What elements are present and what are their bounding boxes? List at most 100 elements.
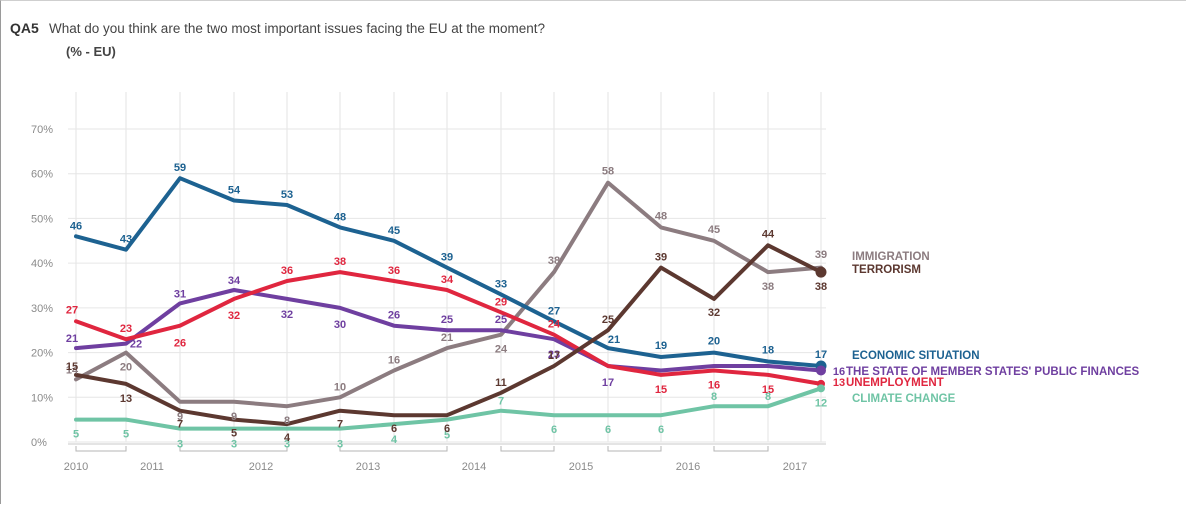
data-label: 25 xyxy=(441,314,453,326)
data-label: 19 xyxy=(655,340,667,352)
series-end-marker xyxy=(817,384,825,393)
y-tick-label: 30% xyxy=(31,303,53,315)
data-label: 34 xyxy=(441,274,454,286)
data-label: 20 xyxy=(708,336,720,348)
data-label: 3 xyxy=(177,439,183,451)
x-tick-label: 2017 xyxy=(783,461,807,473)
data-label: 17 xyxy=(815,349,827,361)
data-label: 24 xyxy=(495,344,508,356)
data-label: 45 xyxy=(388,225,400,237)
data-label: 8 xyxy=(711,391,717,403)
year-bracket xyxy=(75,446,127,452)
data-label: 59 xyxy=(174,162,186,174)
series-line-the-state-of-member-states-public-finances xyxy=(74,288,823,373)
legend-entry: IMMIGRATION xyxy=(852,251,930,263)
data-label: 8 xyxy=(765,391,771,403)
x-tick-label: 2011 xyxy=(140,461,164,473)
data-label: 58 xyxy=(602,166,614,178)
x-tick-label: 2010 xyxy=(64,461,88,473)
y-tick-label: 40% xyxy=(31,258,53,270)
data-label: 33 xyxy=(495,278,507,290)
data-label: 4 xyxy=(391,434,398,446)
data-label: 23 xyxy=(120,323,132,335)
legend-entry: CLIMATE CHANGE xyxy=(852,393,956,405)
year-bracket xyxy=(607,446,662,452)
x-tick-label: 2013 xyxy=(356,461,380,473)
question-code: QA5 xyxy=(10,20,39,36)
year-bracket xyxy=(713,446,769,452)
data-label: 15 xyxy=(66,361,78,373)
data-label: 30 xyxy=(334,319,346,331)
data-label: 3 xyxy=(337,439,343,451)
data-label: 25 xyxy=(495,314,507,326)
data-label: 25 xyxy=(602,314,614,326)
data-label: 20 xyxy=(120,362,132,374)
data-label: 17 xyxy=(548,350,560,362)
data-label: 21 xyxy=(441,332,453,344)
data-label: 32 xyxy=(228,310,240,322)
data-label: 21 xyxy=(66,333,78,345)
data-label: 23 xyxy=(548,349,560,361)
data-label: 7 xyxy=(337,419,343,431)
data-label: 17 xyxy=(602,377,614,389)
series-end-marker xyxy=(816,365,826,376)
data-label: 45 xyxy=(708,224,720,236)
x-tick-label: 2015 xyxy=(569,461,593,473)
data-label-final: 39 xyxy=(815,249,827,261)
legend-entry: THE STATE OF MEMBER STATES' PUBLIC FINAN… xyxy=(846,366,1140,378)
y-tick-label: 0% xyxy=(31,437,47,449)
year-bracket xyxy=(339,446,448,452)
data-label: 5 xyxy=(73,429,79,441)
legend-entry: UNEMPLOYMENT xyxy=(846,377,944,389)
data-label: 9 xyxy=(231,411,237,423)
series-end-marker xyxy=(815,266,827,278)
data-label: 13 xyxy=(120,393,132,405)
data-label: 15 xyxy=(762,384,774,396)
data-label: 54 xyxy=(228,185,241,197)
data-label: 4 xyxy=(284,432,291,444)
y-tick-label: 50% xyxy=(31,213,53,225)
data-label: 39 xyxy=(441,252,453,264)
legend-entry: TERRORISM xyxy=(852,264,921,276)
data-label: 44 xyxy=(762,228,775,240)
year-bracket xyxy=(500,446,555,452)
data-label: 6 xyxy=(658,424,664,436)
data-label: 34 xyxy=(228,275,241,287)
data-label: 6 xyxy=(444,423,450,435)
y-tick-label: 20% xyxy=(31,348,53,360)
data-label: 10 xyxy=(334,381,346,393)
data-label: 5 xyxy=(444,430,450,442)
data-label: 26 xyxy=(174,338,186,350)
x-tick-label: 2014 xyxy=(462,461,486,473)
data-label: 43 xyxy=(120,234,132,246)
series-line-unemployment xyxy=(74,270,823,386)
data-label: 21 xyxy=(608,334,620,346)
data-label: 53 xyxy=(281,189,293,201)
data-label: 27 xyxy=(548,305,560,317)
data-label: 48 xyxy=(655,210,667,222)
data-label: 6 xyxy=(391,423,397,435)
data-label: 38 xyxy=(334,256,346,268)
data-label: 3 xyxy=(284,439,290,451)
data-label: 46 xyxy=(70,220,82,232)
data-label: 8 xyxy=(284,415,290,427)
data-label-final: 16 xyxy=(833,366,845,378)
data-label: 6 xyxy=(551,424,557,436)
legend-entry: ECONOMIC SITUATION xyxy=(852,350,980,362)
data-label: 15 xyxy=(655,384,667,396)
data-label: 38 xyxy=(548,255,560,267)
data-label: 16 xyxy=(388,354,400,366)
data-label: 5 xyxy=(231,428,237,440)
data-label: 32 xyxy=(281,309,293,321)
data-label: 18 xyxy=(762,345,774,357)
data-label: 39 xyxy=(655,252,667,264)
data-label: 11 xyxy=(495,377,507,389)
data-label: 9 xyxy=(177,411,183,423)
data-label: 29 xyxy=(495,296,507,308)
data-label: 16 xyxy=(708,379,720,391)
data-label: 3 xyxy=(231,439,237,451)
series-line-terrorism xyxy=(74,243,823,427)
x-tick-label: 2012 xyxy=(249,461,273,473)
data-label: 48 xyxy=(334,211,346,223)
